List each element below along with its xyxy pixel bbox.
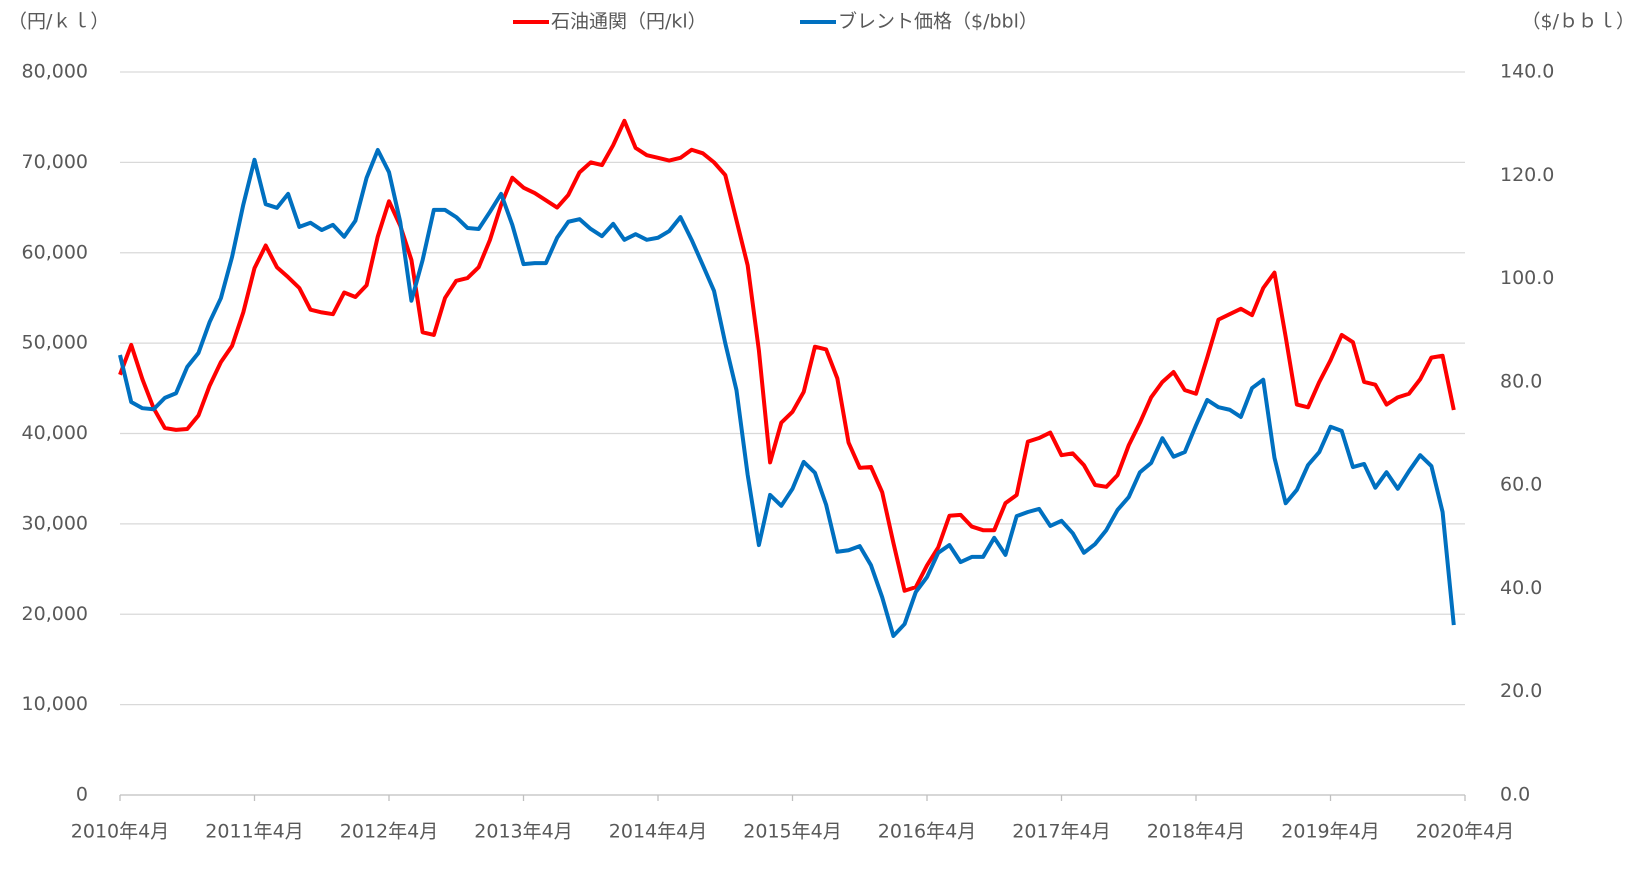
y-tick-label: 10,000 <box>22 693 88 715</box>
y-tick-label: 80,000 <box>22 61 88 83</box>
y-tick-label: 40,000 <box>22 422 88 444</box>
y2-tick-label: 60.0 <box>1500 474 1542 496</box>
legend-label: 石油通関（円/kl） <box>551 11 707 33</box>
y-tick-label: 70,000 <box>22 151 88 173</box>
y2-tick-label: 0.0 <box>1500 784 1530 806</box>
x-tick-label: 2013年4月 <box>474 821 572 843</box>
y-tick-label: 50,000 <box>22 332 88 354</box>
y-tick-label: 60,000 <box>22 241 88 263</box>
y-tick-label: 30,000 <box>22 512 88 534</box>
x-tick-label: 2012年4月 <box>340 821 438 843</box>
x-tick-label: 2016年4月 <box>878 821 976 843</box>
x-tick-label: 2010年4月 <box>71 821 169 843</box>
y-tick-label: 20,000 <box>22 603 88 625</box>
y2-tick-label: 80.0 <box>1500 370 1542 392</box>
x-tick-label: 2019年4月 <box>1281 821 1379 843</box>
x-tick-label: 2015年4月 <box>743 821 841 843</box>
y2-tick-label: 40.0 <box>1500 577 1542 599</box>
y2-tick-label: 20.0 <box>1500 680 1542 702</box>
y-tick-label: 0 <box>76 784 88 806</box>
line-series <box>118 118 1456 593</box>
x-tick-label: 2017年4月 <box>1012 821 1110 843</box>
x-tick-label: 2018年4月 <box>1147 821 1245 843</box>
y2-axis-label: （$/ｂｂｌ） <box>1522 11 1636 33</box>
x-tick-label: 2014年4月 <box>609 821 707 843</box>
y2-tick-label: 100.0 <box>1500 267 1554 289</box>
y2-tick-label: 120.0 <box>1500 164 1554 186</box>
y-axis-label: （円/ｋｌ） <box>8 11 109 33</box>
x-tick-label: 2011年4月 <box>205 821 303 843</box>
y2-tick-label: 140.0 <box>1500 61 1554 83</box>
line-series <box>118 147 1456 638</box>
x-tick-label: 2020年4月 <box>1416 821 1514 843</box>
legend-label: ブレント価格（$/bbl） <box>838 10 1038 33</box>
